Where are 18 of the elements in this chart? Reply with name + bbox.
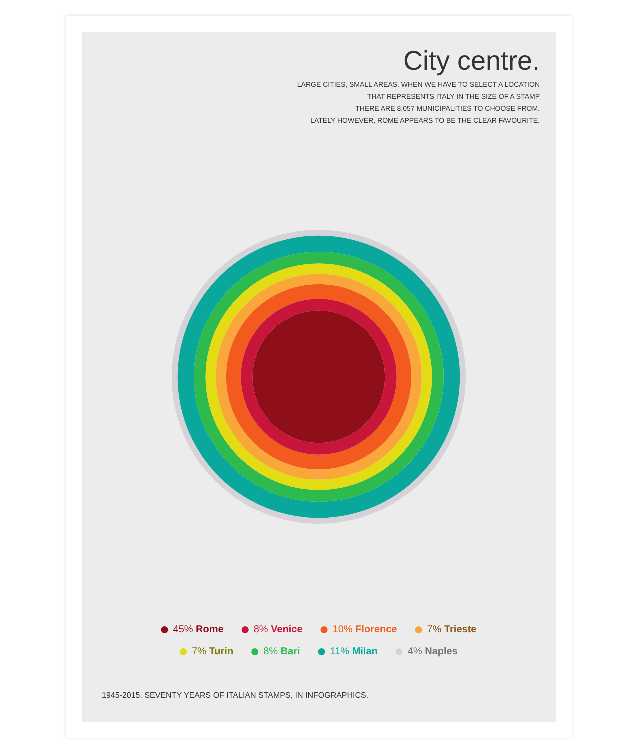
category-label: Rome	[196, 624, 224, 636]
data-label: 45%	[173, 624, 194, 636]
category-label: Milan	[352, 646, 378, 658]
category-label: Trieste	[444, 624, 478, 636]
data-label: 7%	[427, 624, 442, 636]
data-label: 10%	[332, 624, 353, 636]
category-label: Naples	[425, 646, 458, 658]
data-label: 8%	[254, 624, 268, 636]
text: 1945-2015. SEVENTY YEARS OF ITALIAN STAMPS, IN INFOGRAPHICS.	[102, 691, 369, 700]
data-label: 11%	[330, 646, 350, 658]
category-label: Turin	[209, 646, 234, 658]
text: City centre.	[403, 46, 540, 77]
data-label: 4%	[408, 646, 422, 658]
category-label: Venice	[271, 624, 304, 636]
category-label: Bari	[280, 646, 300, 658]
data-label: 7%	[192, 646, 207, 658]
category-label: Florence	[356, 624, 398, 636]
data-label: 8%	[264, 646, 278, 658]
